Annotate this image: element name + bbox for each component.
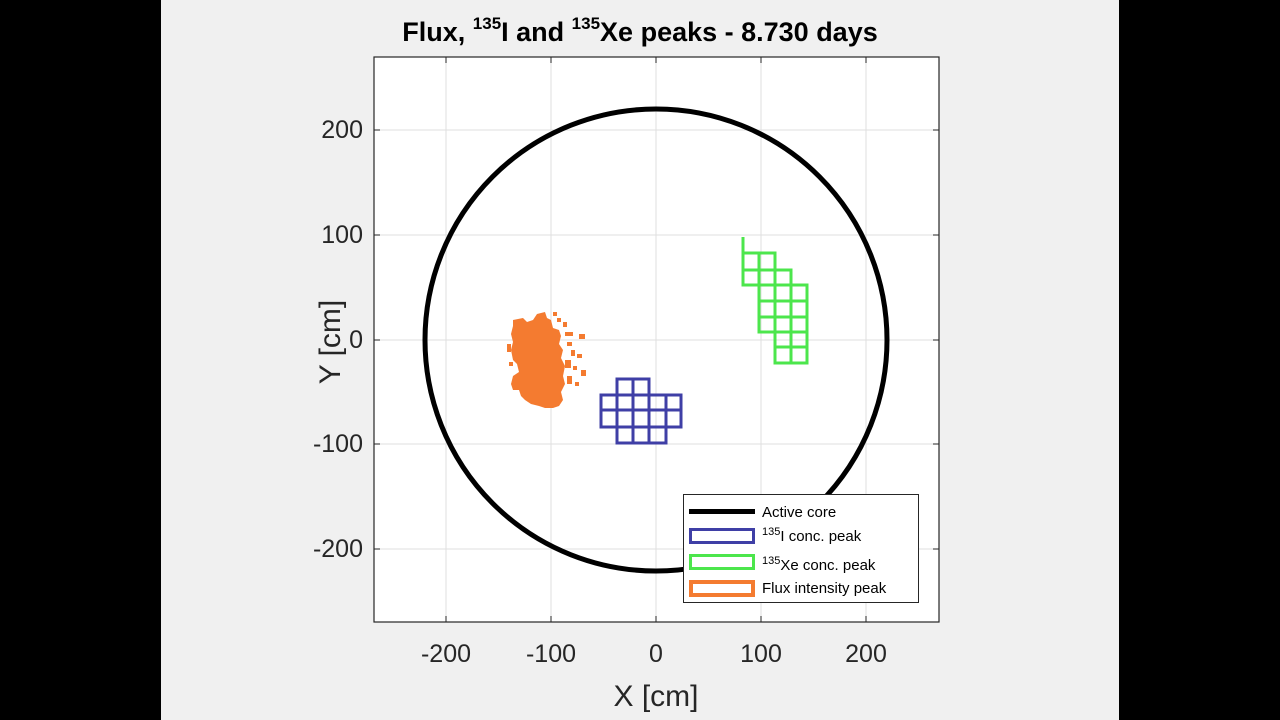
chart-title: Flux, 135I and 135Xe peaks - 8.730 days <box>402 14 878 47</box>
x-tick-label: -200 <box>420 640 472 668</box>
y-tick-label: -200 <box>312 535 363 563</box>
y-tick-label: -100 <box>312 430 363 458</box>
legend-item-iodine-peak: 135I conc. peak <box>684 525 920 549</box>
box-swatch-icon <box>689 580 755 597</box>
box-swatch-icon <box>689 528 755 544</box>
x-tick-label: -100 <box>525 640 577 668</box>
x-tick-label: 0 <box>649 640 663 668</box>
x-axis-label: X [cm] <box>613 680 699 713</box>
box-swatch-icon <box>689 554 755 570</box>
figure-window: Flux, 135I and 135Xe peaks - 8.730 days <box>161 0 1119 720</box>
y-tick-label: 100 <box>321 221 363 249</box>
flux-peak-cluster <box>507 312 586 408</box>
tick-marks <box>374 57 939 622</box>
x-tick-label: 200 <box>845 640 887 668</box>
legend: Active core 135I conc. peak 135Xe conc. … <box>683 494 919 603</box>
legend-item-flux-peak: Flux intensity peak <box>684 579 920 603</box>
line-swatch-icon <box>689 509 755 514</box>
xenon-peak-grid <box>741 237 809 365</box>
y-tick-label: 0 <box>349 326 363 354</box>
y-tick-label: 200 <box>321 116 363 144</box>
active-core-circle <box>422 106 890 574</box>
plot-area <box>373 56 940 623</box>
y-axis-label: Y [cm] <box>314 299 347 385</box>
iodine-peak-grid <box>599 377 683 445</box>
legend-item-active-core: Active core <box>684 499 920 523</box>
legend-item-xenon-peak: 135Xe conc. peak <box>684 553 920 577</box>
x-tick-label: 100 <box>740 640 782 668</box>
